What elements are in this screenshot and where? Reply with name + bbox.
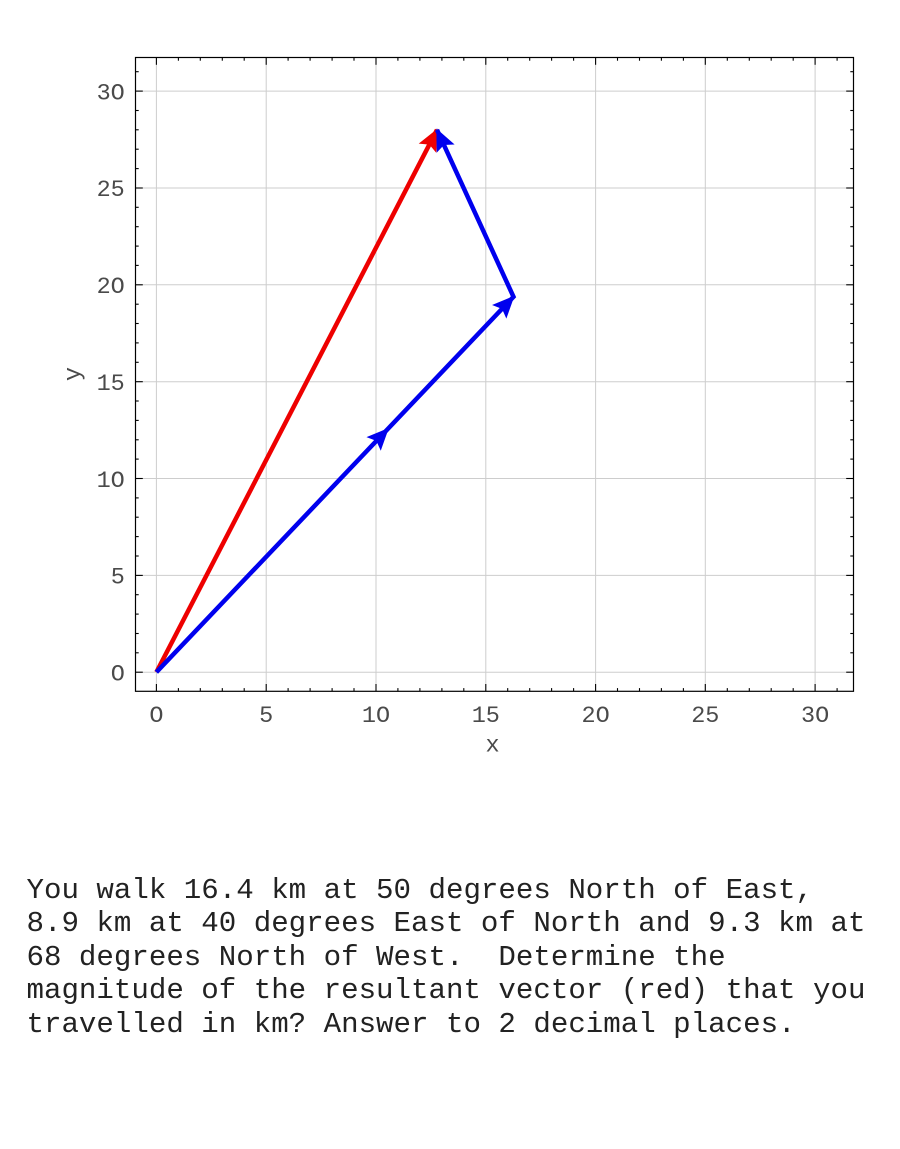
svg-text:3O: 3O (97, 80, 125, 107)
svg-text:5: 5 (259, 703, 273, 730)
svg-text:25: 25 (691, 703, 719, 730)
svg-text:x: x (485, 733, 499, 760)
svg-text:2O: 2O (581, 703, 609, 730)
svg-text:2O: 2O (97, 274, 125, 301)
svg-text:O: O (149, 703, 163, 730)
svg-text:15: 15 (97, 371, 125, 398)
svg-text:O: O (111, 662, 125, 689)
svg-text:1O: 1O (97, 468, 125, 495)
svg-text:3O: 3O (801, 703, 829, 730)
svg-text:5: 5 (111, 565, 125, 592)
svg-text:25: 25 (97, 177, 125, 204)
svg-text:1O: 1O (362, 703, 390, 730)
svg-text:15: 15 (472, 703, 500, 730)
svg-text:y: y (61, 367, 88, 381)
